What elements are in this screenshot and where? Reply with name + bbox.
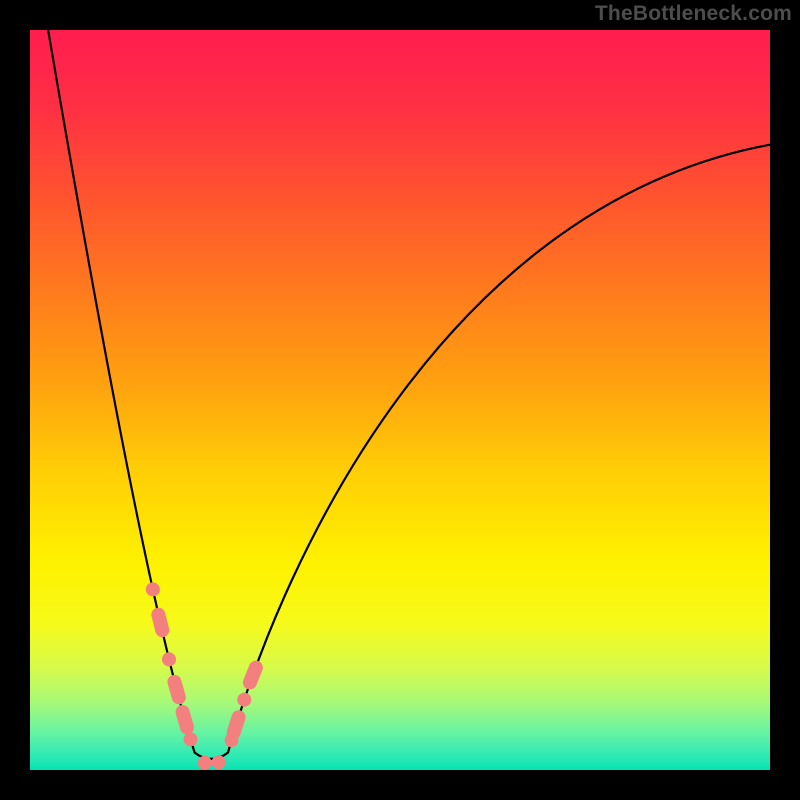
- data-marker: [225, 708, 248, 741]
- marker-group: [145, 581, 265, 770]
- plot-area: [30, 30, 770, 770]
- data-marker: [197, 755, 212, 770]
- data-marker: [145, 581, 162, 598]
- chart-frame: TheBottleneck.com: [0, 0, 800, 800]
- data-marker: [235, 691, 253, 709]
- data-marker: [160, 651, 177, 668]
- bottleneck-curve: [48, 30, 770, 759]
- data-marker: [174, 703, 196, 736]
- data-marker: [241, 659, 265, 692]
- data-marker: [166, 673, 188, 706]
- curve-layer: [30, 30, 770, 770]
- data-marker: [211, 755, 226, 770]
- data-marker: [150, 606, 171, 638]
- watermark-text: TheBottleneck.com: [595, 2, 792, 26]
